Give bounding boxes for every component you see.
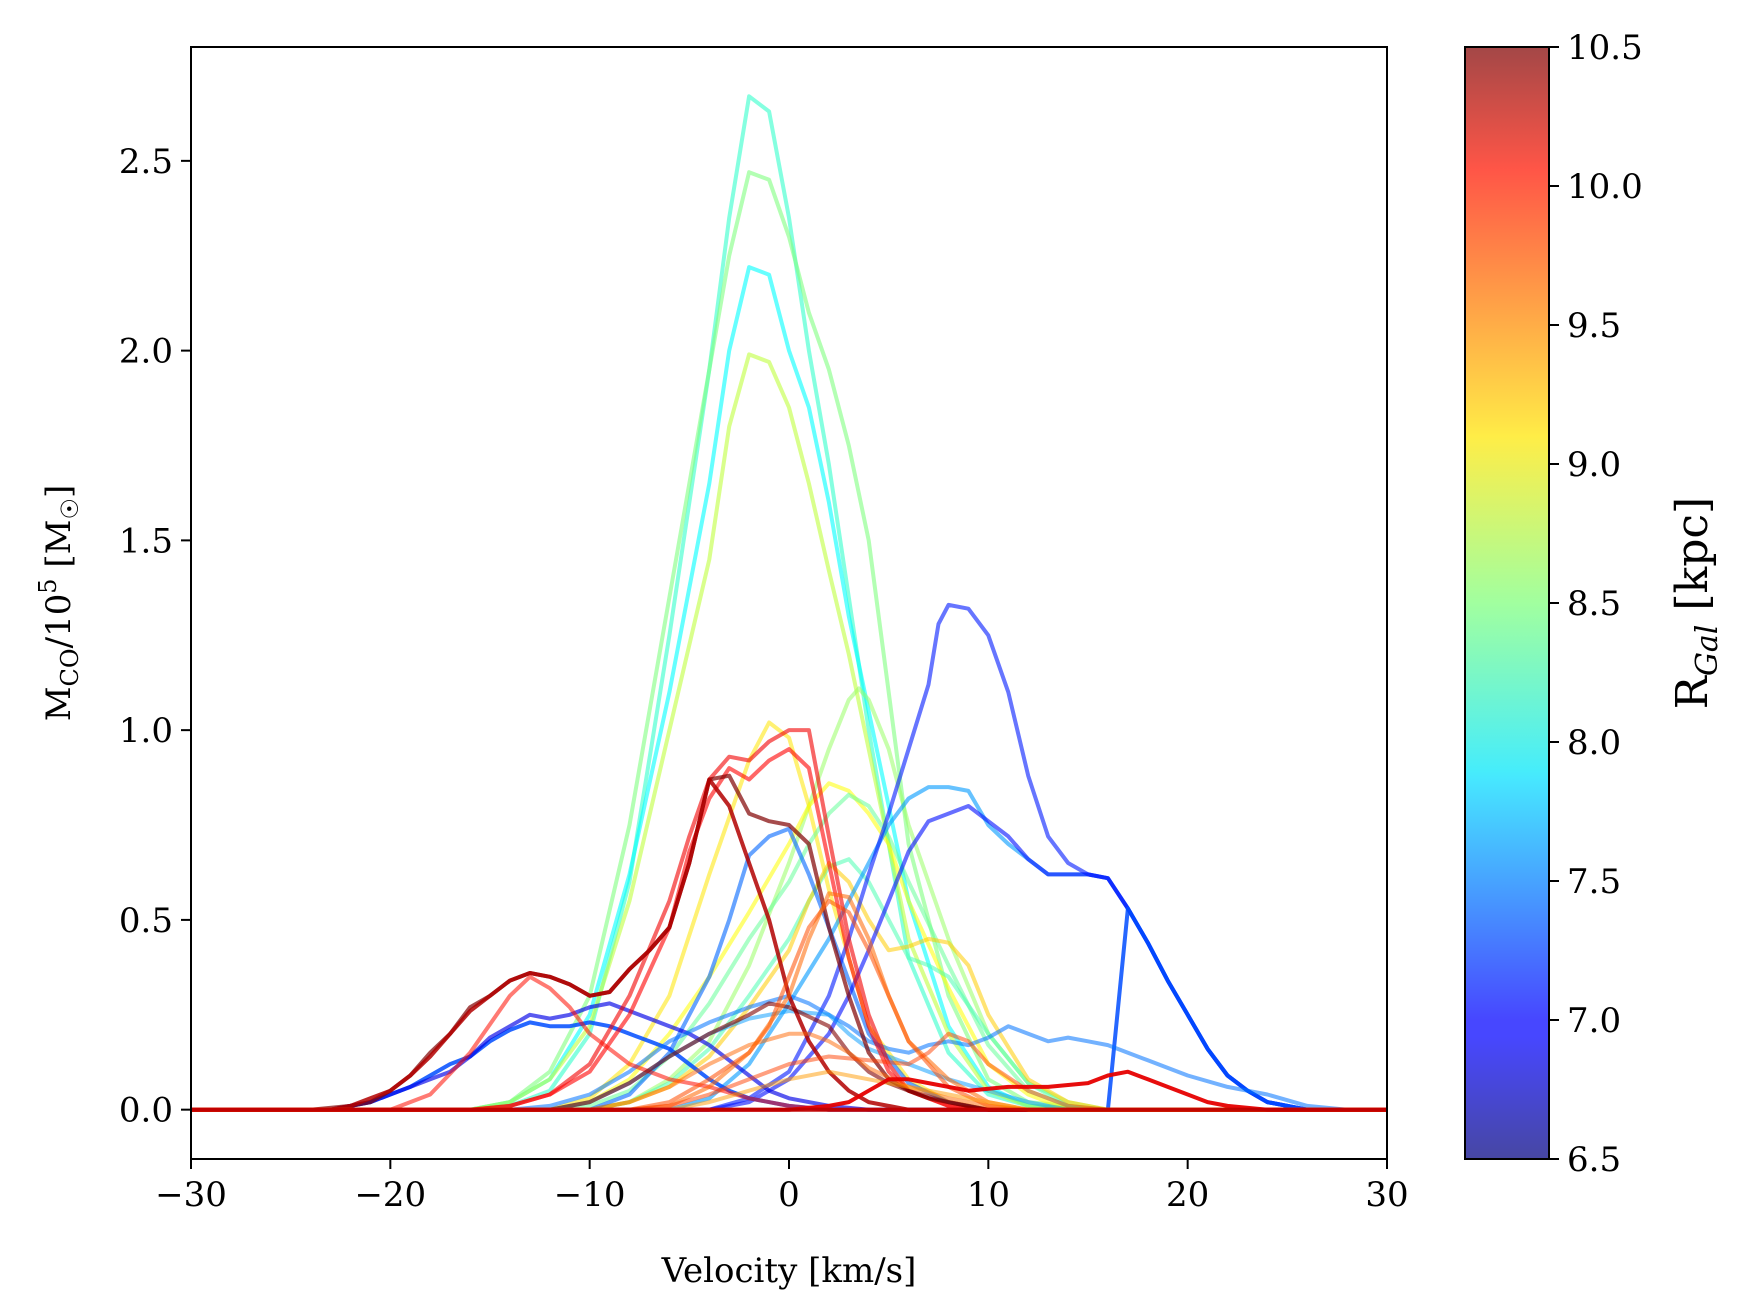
series-line-23 <box>191 974 1387 1112</box>
series-line-29 <box>191 1069 1387 1112</box>
colorbar-tick-label: 9.5 <box>1567 306 1621 346</box>
colorbar-tick-label: 9.0 <box>1567 445 1621 485</box>
series-line-22 <box>191 777 1387 1112</box>
series-line-4 <box>191 352 1387 1112</box>
series-line-15 <box>191 906 1387 1112</box>
y-tick-label: 2.5 <box>119 142 173 182</box>
colorbar-tick-label: 10.5 <box>1567 28 1643 68</box>
series-line-3 <box>191 265 1387 1112</box>
series-line-24 <box>191 1001 1387 1112</box>
series-line-6 <box>191 720 1387 1112</box>
x-axis-ticks: −30 −20 −10 0 10 20 30 <box>155 1159 1409 1215</box>
colorbar <box>1465 47 1549 1159</box>
series-line-1 <box>191 94 1387 1112</box>
x-tick-label: 10 <box>967 1175 1010 1215</box>
series-line-28 <box>191 1031 1387 1112</box>
colorbar-tick-label: 6.5 <box>1567 1140 1621 1180</box>
series-line-2 <box>191 170 1387 1112</box>
y-tick-label: 1.5 <box>119 521 173 561</box>
x-tick-label: −30 <box>155 1175 227 1215</box>
y-tick-label: 1.0 <box>119 711 173 751</box>
x-axis-label: Velocity [km/s] <box>661 1251 917 1291</box>
x-tick-label: −10 <box>554 1175 626 1215</box>
y-tick-label: 0.0 <box>119 1091 173 1131</box>
x-tick-label: 30 <box>1365 1175 1408 1215</box>
y-tick-label: 2.0 <box>119 332 173 372</box>
series-line-25 <box>191 898 1387 1112</box>
series-line-9 <box>191 857 1387 1112</box>
y-axis-ticks: 0.0 0.5 1.0 1.5 2.0 2.5 <box>119 142 191 1131</box>
colorbar-tick-label: 7.0 <box>1567 1001 1621 1041</box>
colorbar-label: RGal [kpc] <box>1667 497 1725 709</box>
colorbar-ticks: 6.5 7.0 7.5 8.0 8.5 9.0 9.5 10.0 10.5 <box>1549 28 1643 1180</box>
series-line-30 <box>191 1069 1387 1112</box>
y-tick-label: 0.5 <box>119 901 173 941</box>
x-tick-label: −20 <box>354 1175 426 1215</box>
series-line-10 <box>191 861 1387 1112</box>
series-line-16 <box>191 1001 1387 1112</box>
series-line-27 <box>191 1031 1387 1112</box>
series-line-17 <box>191 993 1387 1112</box>
series-group <box>191 94 1387 1112</box>
colorbar-tick-label: 10.0 <box>1567 167 1643 207</box>
x-tick-label: 0 <box>778 1175 800 1215</box>
colorbar-tick-label: 8.5 <box>1567 584 1621 624</box>
colorbar-tick-label: 7.5 <box>1567 862 1621 902</box>
x-tick-label: 20 <box>1166 1175 1209 1215</box>
y-axis-label: MCO/105 [M☉] <box>34 485 84 722</box>
colorbar-tick-label: 8.0 <box>1567 723 1621 763</box>
